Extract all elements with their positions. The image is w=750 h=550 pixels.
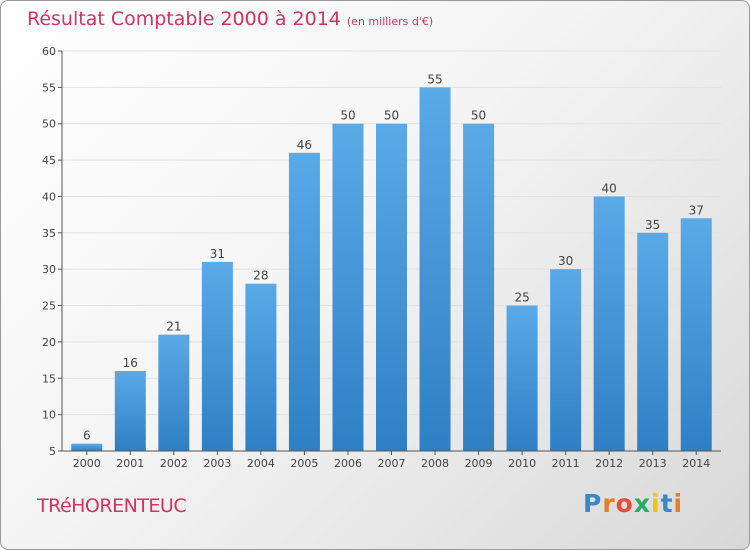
y-tick-label: 40	[42, 190, 56, 203]
x-tick-label: 2006	[334, 457, 362, 470]
data-label: 16	[123, 356, 138, 370]
y-tick-label: 20	[42, 336, 56, 349]
bar	[593, 196, 625, 451]
data-label: 37	[689, 203, 704, 217]
data-label: 28	[253, 269, 268, 283]
y-tick-label: 35	[42, 227, 56, 240]
data-label: 35	[645, 218, 660, 232]
y-tick-label: 30	[42, 263, 56, 276]
y-tick-label: 55	[42, 81, 56, 94]
data-label: 6	[83, 429, 91, 443]
data-label: 50	[340, 109, 355, 123]
x-tick-label: 2010	[508, 457, 536, 470]
y-tick-label: 5	[49, 445, 56, 458]
y-tick-label: 60	[42, 45, 56, 58]
bar	[114, 371, 146, 451]
chart-title: Résultat Comptable 2000 à 2014 (en millie…	[27, 8, 433, 30]
town-name: TRéHORENTEUC	[37, 495, 187, 517]
chart-subtitle: (en milliers d'€)	[346, 15, 434, 28]
x-tick-label: 2012	[595, 457, 623, 470]
x-tick-label: 2002	[160, 457, 188, 470]
data-label: 21	[166, 320, 181, 334]
bar	[201, 261, 233, 451]
bar	[158, 334, 190, 451]
bar	[637, 232, 669, 451]
x-tick-label: 2003	[203, 457, 231, 470]
data-label: 31	[210, 247, 225, 261]
bar	[288, 152, 320, 451]
x-tick-label: 2008	[421, 457, 449, 470]
x-tick-label: 2013	[639, 457, 667, 470]
data-label: 46	[297, 138, 312, 152]
chart-title-text: Résultat Comptable 2000 à 2014	[27, 8, 341, 30]
y-tick-label: 15	[42, 372, 56, 385]
y-tick-label: 10	[42, 409, 56, 422]
bar	[680, 218, 712, 451]
value-labels: 6 16 21 31 28 46 50 50 55 50 25 30 40 35 37	[83, 72, 704, 442]
data-label: 30	[558, 254, 573, 268]
x-tick-label: 2001	[116, 457, 144, 470]
logo-letter: x	[633, 489, 651, 518]
y-tick-label: 50	[42, 118, 56, 131]
y-tick-label: 25	[42, 300, 56, 313]
bar	[506, 305, 538, 451]
logo-letter: P	[583, 489, 603, 518]
bar	[245, 283, 277, 451]
x-tick-label: 2005	[290, 457, 318, 470]
data-label: 40	[602, 181, 617, 195]
bar	[463, 123, 495, 452]
data-label: 50	[471, 109, 486, 123]
logo-letter: i	[673, 489, 684, 518]
data-label: 55	[427, 72, 442, 86]
logo-letter: o	[615, 489, 634, 518]
logo-letter: i	[651, 489, 661, 518]
x-tick-label: 2000	[73, 457, 101, 470]
bar	[550, 269, 582, 451]
x-tick-label: 2007	[378, 457, 406, 470]
bars	[71, 87, 712, 452]
x-tick-label: 2014	[682, 457, 710, 470]
x-tick-label: 2004	[247, 457, 275, 470]
data-label: 50	[384, 109, 399, 123]
axes: 5 10 15 20 25 30 35 40 45 50 55 60 2000 2001 2002 2003 2…	[42, 45, 721, 470]
bar	[376, 123, 407, 452]
data-label: 25	[514, 291, 529, 305]
x-tick-label: 2009	[465, 457, 493, 470]
bar	[71, 443, 103, 451]
bar	[419, 87, 451, 451]
logo-letter: r	[602, 489, 616, 518]
proxiti-logo: Proxiti	[583, 489, 683, 518]
x-tick-label: 2011	[552, 457, 580, 470]
bar	[332, 123, 364, 452]
y-tick-label: 45	[42, 154, 56, 167]
logo-letter: t	[660, 489, 674, 518]
